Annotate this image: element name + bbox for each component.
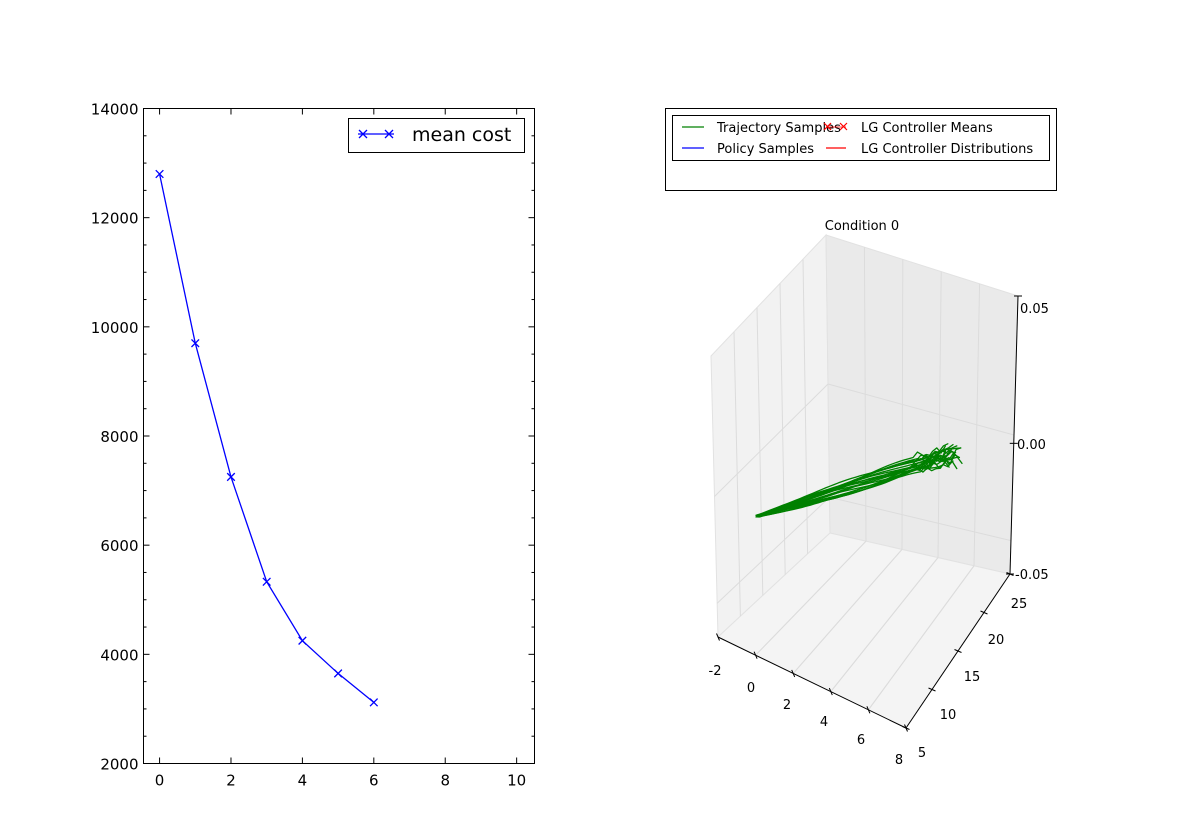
legend-marker-means-icon — [823, 122, 848, 131]
x-axis-line-3d — [717, 636, 907, 729]
x-tick-label: 8 — [440, 772, 450, 790]
y-tick-label: 5 — [918, 746, 926, 761]
z-axis-line-3d — [1009, 295, 1019, 575]
data-point-marker — [262, 577, 271, 586]
grid-line — [755, 540, 867, 656]
y-tick-label: 12000 — [91, 210, 139, 228]
grid-line — [827, 383, 1015, 436]
x-tick-label: 8 — [895, 753, 903, 768]
grid-line — [714, 383, 829, 497]
axis-tick-labels-3d: -2 0 2 4 6 8 5 10 15 20 25 -0.05 0.00 0.… — [709, 302, 1049, 768]
z-tick-label: 0.00 — [1017, 438, 1046, 453]
y-tick-label: 6000 — [100, 537, 138, 555]
axis-tick-3d — [954, 649, 962, 653]
legend: mean cost — [348, 118, 525, 153]
grid-line — [792, 549, 903, 674]
trajectory-sample-line — [758, 447, 962, 518]
legend-inner-box — [672, 115, 1050, 161]
grid-line — [829, 496, 1012, 542]
trajectory-samples — [755, 443, 963, 518]
axis-tick-3d — [828, 687, 833, 696]
x-tick-label: 4 — [298, 772, 308, 790]
mean-cost-chart: 0 2 4 6 8 10 2000400060008000100001200014000 … — [91, 101, 535, 790]
legend-label-policy: Policy Samples — [717, 142, 814, 157]
x-tick-label: 0 — [747, 681, 755, 696]
axis-tick-3d — [791, 669, 796, 678]
legend-label-trajectory: Trajectory Samples — [716, 121, 841, 136]
data-point-marker — [191, 338, 200, 348]
y-tick-label: 2000 — [100, 756, 138, 774]
legend-box — [348, 118, 525, 153]
y-tick-label: 10 — [940, 708, 957, 723]
x-tick-label: 10 — [507, 772, 526, 790]
series-markers — [155, 169, 379, 707]
y-tick-label: 20 — [988, 633, 1005, 648]
y-tick-label: 4000 — [100, 646, 138, 664]
plot-frame — [143, 108, 535, 764]
axis-ticks-3d — [716, 295, 1022, 732]
grid-line — [830, 557, 939, 692]
grid-lines-3d — [714, 247, 1015, 711]
y-tick-label: 14000 — [91, 101, 139, 119]
legend-marker-icon — [358, 129, 394, 139]
data-point-marker — [298, 636, 307, 645]
x-tick-label: 2 — [783, 698, 791, 713]
data-point-marker — [333, 669, 343, 678]
y-tick-label: 25 — [1011, 597, 1028, 612]
chart-title: Condition 0 — [825, 219, 899, 234]
trajectory-sample-line — [755, 458, 946, 518]
legend-label-distributions: LG Controller Distributions — [861, 142, 1033, 157]
y-tick-label: 15 — [964, 670, 981, 685]
trajectory-sample-line — [755, 450, 948, 517]
legend-3d: Trajectory Samples Policy Samples LG Con… — [665, 108, 1057, 191]
x-tick-label: 6 — [369, 772, 379, 790]
legend-label-mean-cost: mean cost — [412, 124, 511, 146]
axis-tick-3d — [866, 706, 871, 714]
x-tick-label: 2 — [226, 772, 236, 790]
x-tick-label: 4 — [820, 715, 828, 730]
z-tick-label: 0.05 — [1020, 302, 1049, 317]
data-point-marker — [226, 472, 236, 482]
axis-tick-3d — [902, 726, 910, 730]
axis-tick-3d — [928, 687, 936, 692]
axis-tick-3d — [753, 651, 758, 659]
x-tick-labels: 0 2 4 6 8 10 — [155, 772, 526, 790]
axis-tick-3d — [980, 610, 988, 615]
legend-label-means: LG Controller Means — [861, 121, 993, 136]
z-tick-label: -0.05 — [1015, 568, 1049, 583]
axis-tick-3d — [716, 633, 720, 641]
grid-line — [716, 496, 830, 604]
condition-0-3d-chart: Trajectory Samples Policy Samples LG Con… — [665, 108, 1057, 768]
x-tick-label: -2 — [709, 664, 722, 679]
y-tick-labels: 2000 4000 6000 8000 10000 12000 14000 — [91, 101, 139, 774]
data-point-marker — [369, 698, 379, 707]
x-tick-label: 6 — [857, 733, 865, 748]
grid-line — [867, 565, 975, 711]
y-tick-label: 8000 — [100, 428, 138, 446]
data-point-marker — [155, 169, 164, 179]
x-tick-label: 0 — [155, 772, 165, 790]
y-tick-label: 10000 — [91, 319, 139, 337]
